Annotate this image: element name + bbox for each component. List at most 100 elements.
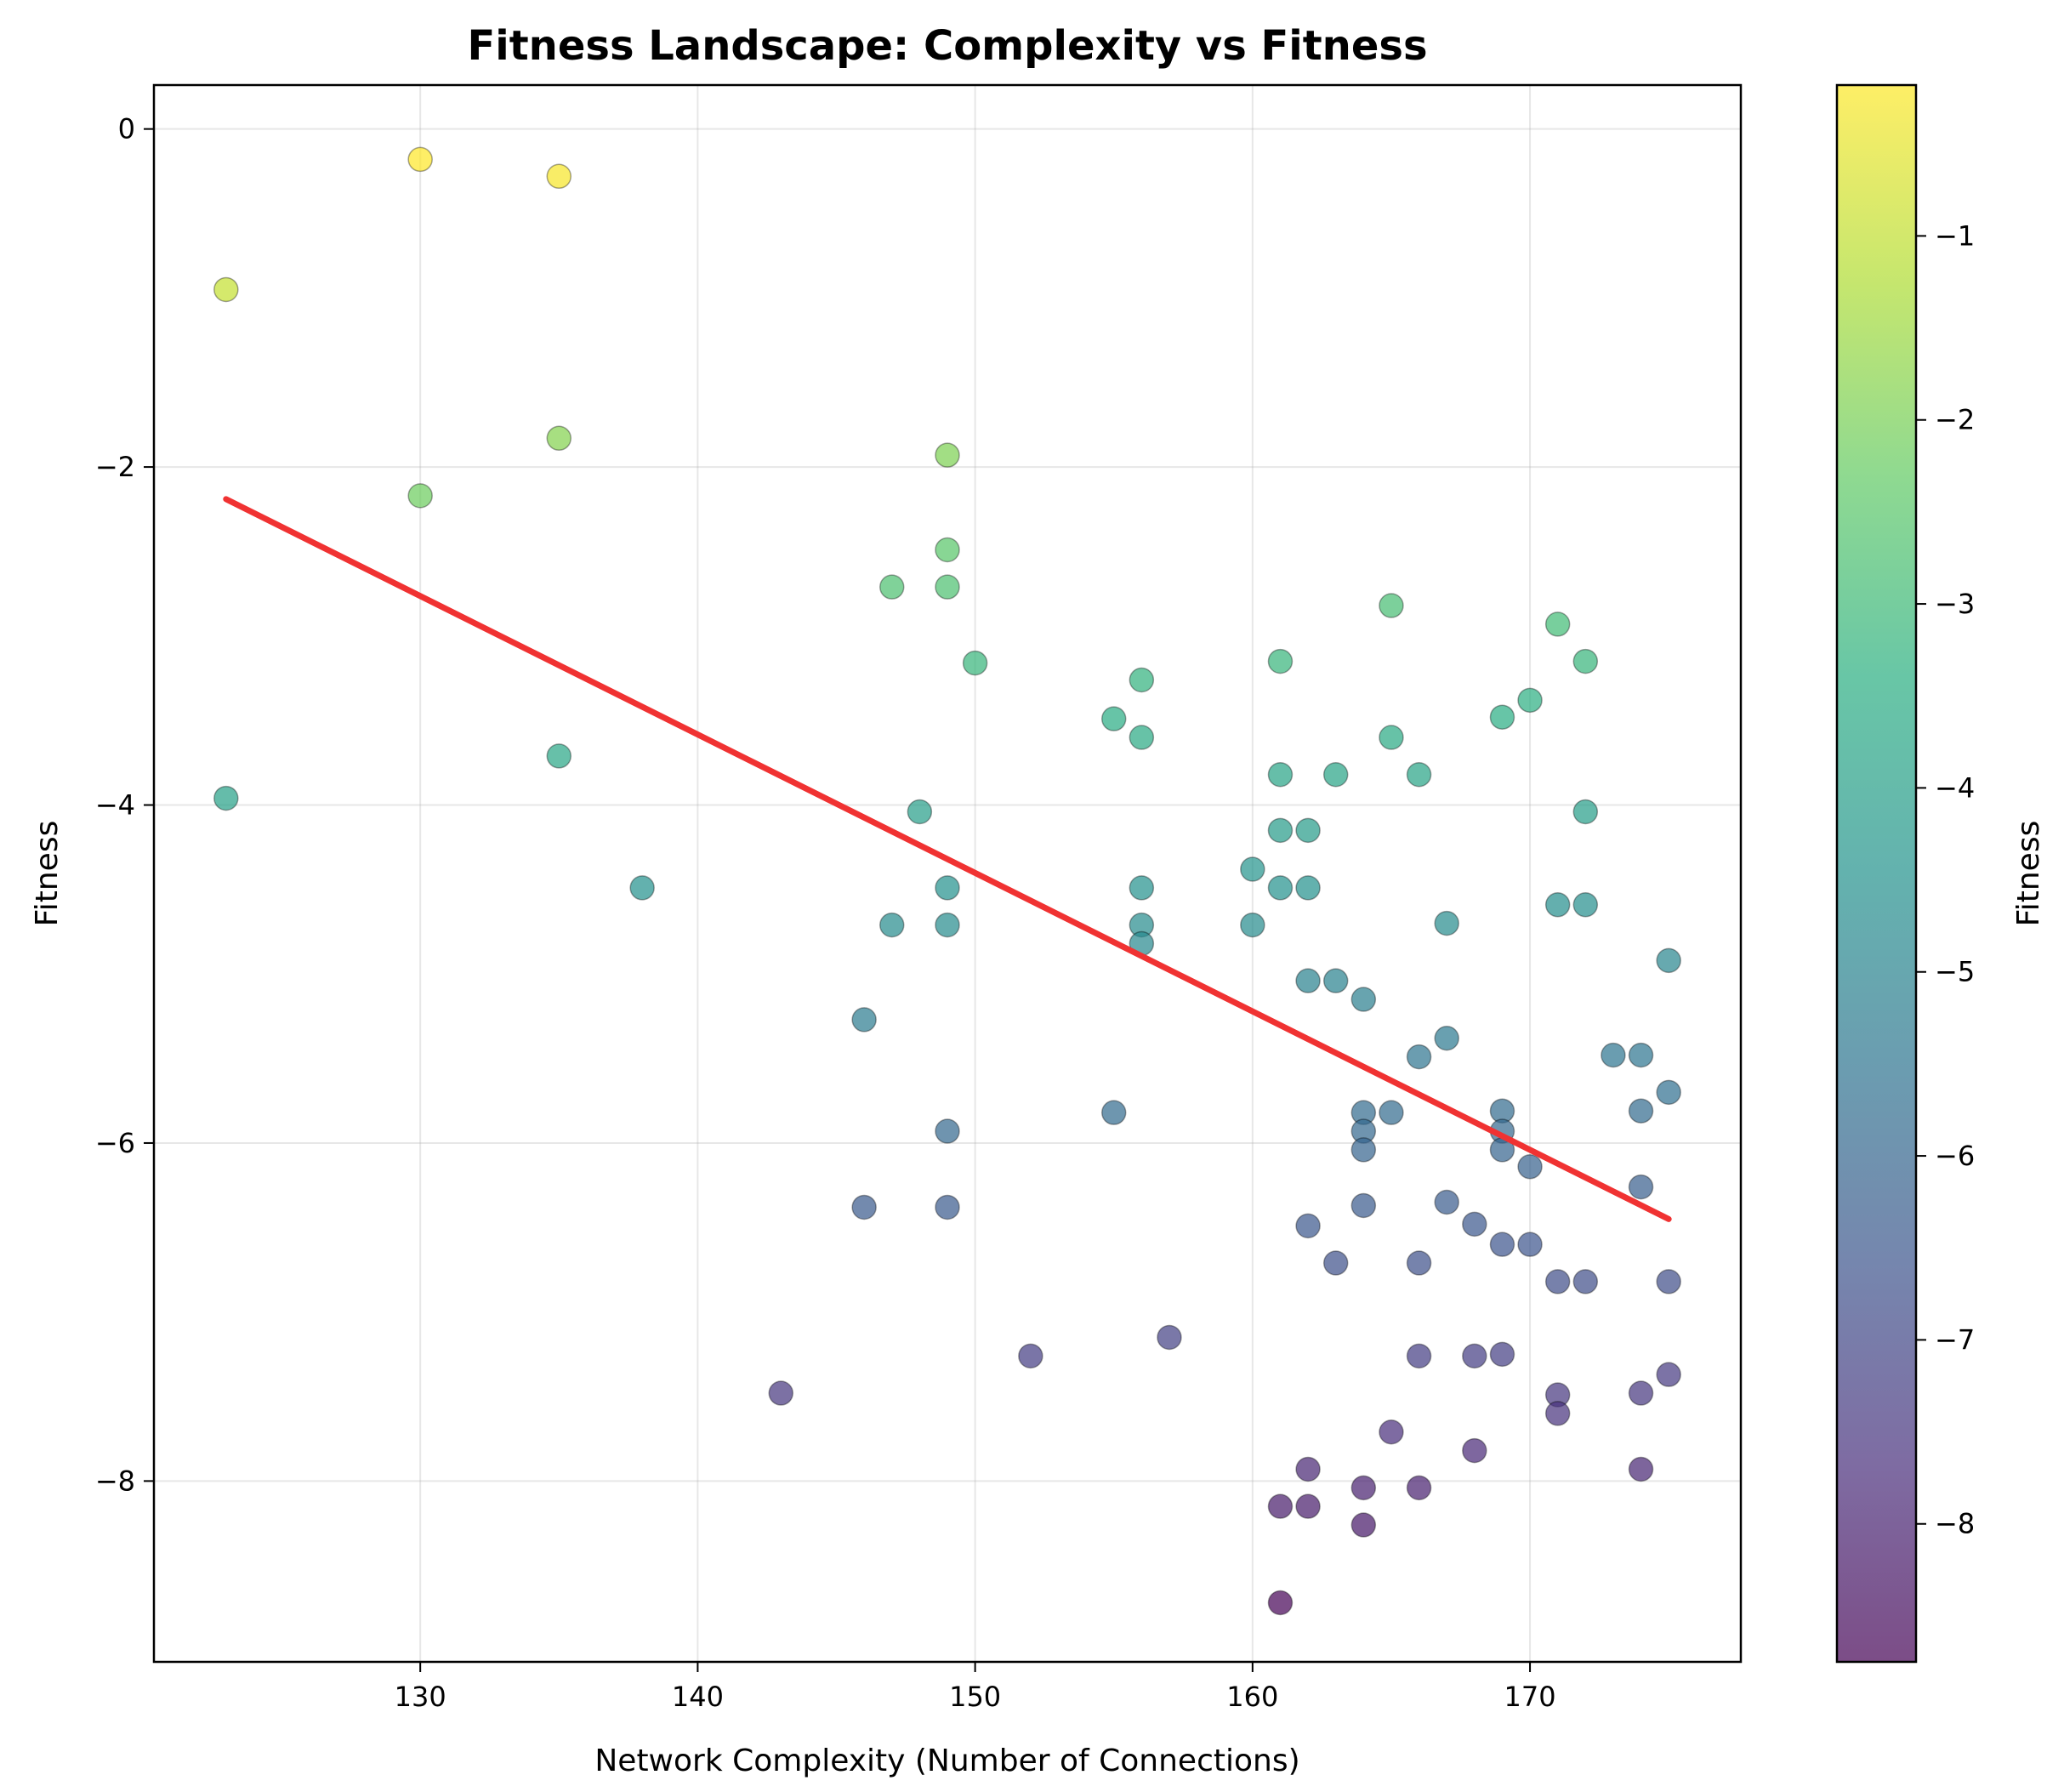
colorbar-tick-label: −2 <box>1935 404 1975 436</box>
scatter-point <box>1462 1437 1487 1464</box>
x-axis-ticks: 130 140 150 160 170 <box>395 1662 1556 1713</box>
y-axis-label: Fitness <box>30 821 65 927</box>
y-tick-label: −4 <box>95 789 135 822</box>
grid <box>154 85 1741 1662</box>
scatter-point <box>1628 1174 1654 1200</box>
y-tick-label: −6 <box>95 1127 135 1159</box>
scatter-point <box>768 1380 794 1406</box>
colorbar-tick-label: −3 <box>1935 588 1975 620</box>
scatter-point <box>1322 762 1349 788</box>
scatter-point <box>1350 987 1377 1012</box>
scatter-point <box>1406 1250 1432 1276</box>
scatter-point <box>1129 725 1155 750</box>
scatter-point <box>1628 1098 1654 1124</box>
scatter-point <box>1018 1343 1043 1369</box>
scatter-point <box>1379 593 1404 618</box>
scatter-point <box>1544 1269 1571 1294</box>
scatter-point <box>1295 817 1321 844</box>
scatter-point <box>935 442 960 468</box>
scatter-point <box>1572 892 1599 918</box>
scatter-point <box>1656 1362 1681 1387</box>
scatter-point <box>1489 704 1515 730</box>
scatter-point <box>407 146 433 173</box>
scatter-point <box>1544 612 1571 637</box>
colorbar <box>1837 85 1916 1662</box>
scatter-point <box>1544 1401 1571 1426</box>
scatter-point <box>935 574 960 600</box>
scatter-point <box>1267 817 1294 844</box>
scatter-point <box>879 574 905 600</box>
scatter-point <box>1572 648 1599 674</box>
scatter-point <box>629 875 655 901</box>
scatter-point <box>1295 1213 1321 1239</box>
scatter-point <box>1157 1324 1182 1351</box>
data-points <box>213 146 1681 1616</box>
scatter-point <box>1322 1250 1349 1276</box>
y-tick-label: −2 <box>95 451 135 483</box>
x-tick-label: 160 <box>1226 1681 1278 1713</box>
x-axis-label: Network Complexity (Number of Connection… <box>594 1744 1299 1778</box>
scatter-point <box>1406 1475 1432 1501</box>
scatter-point <box>1434 1189 1459 1215</box>
scatter-point <box>1295 1493 1321 1519</box>
scatter-point <box>1434 1025 1459 1051</box>
x-tick-label: 170 <box>1504 1681 1556 1713</box>
scatter-point <box>935 1118 960 1144</box>
scatter-point <box>1601 1042 1626 1068</box>
scatter-point <box>1517 1232 1543 1257</box>
colorbar-tick-label: −8 <box>1935 1508 1975 1540</box>
scatter-point <box>546 743 572 769</box>
y-tick-label: 0 <box>118 113 135 145</box>
scatter-point <box>1628 1380 1654 1406</box>
y-axis-ticks: 0 −2 −4 −6 −8 <box>95 113 154 1497</box>
colorbar-tick-label: −6 <box>1935 1140 1975 1172</box>
scatter-point <box>935 1194 960 1220</box>
scatter-point <box>1656 947 1681 974</box>
scatter-point <box>935 875 960 901</box>
scatter-point <box>1406 762 1432 788</box>
scatter-point <box>962 650 988 676</box>
scatter-point <box>851 1007 877 1033</box>
colorbar-ticks: −1 −2 −3 −4 −5 −6 −7 −8 <box>1916 219 1975 1540</box>
scatter-point <box>1295 1456 1321 1482</box>
trend-line <box>223 496 1672 1222</box>
scatter-point <box>1350 1192 1377 1219</box>
scatter-point <box>1267 1590 1294 1616</box>
scatter-point <box>1267 762 1294 788</box>
scatter-point <box>1628 1456 1654 1482</box>
scatter-point <box>1379 725 1404 750</box>
scatter-point <box>1517 1154 1543 1180</box>
x-tick-label: 140 <box>672 1681 724 1713</box>
scatter-point <box>546 425 572 452</box>
scatter-point <box>213 785 239 811</box>
scatter-point <box>1267 648 1294 674</box>
scatter-point <box>1489 1341 1515 1368</box>
scatter-point <box>1100 706 1127 731</box>
scatter-point <box>1267 1493 1294 1519</box>
scatter-point <box>1406 1343 1432 1369</box>
scatter-point <box>1350 1512 1377 1538</box>
scatter-point <box>935 912 960 938</box>
scatter-point <box>1489 1232 1515 1257</box>
scatter-point <box>1240 856 1265 882</box>
scatter-point <box>1572 799 1599 825</box>
scatter-point <box>935 537 960 563</box>
scatter-point <box>1656 1269 1681 1294</box>
scatter-point <box>1544 892 1571 918</box>
scatter-point <box>1322 968 1349 993</box>
scatter-point <box>1295 968 1321 993</box>
plot-area-frame <box>152 83 1743 1664</box>
scatter-point <box>1295 875 1321 901</box>
colorbar-tick-label: −5 <box>1935 956 1975 988</box>
colorbar-tick-label: −1 <box>1935 219 1975 252</box>
colorbar-tick-label: −4 <box>1935 771 1975 804</box>
scatter-point <box>1656 1079 1681 1106</box>
scatter-point <box>1462 1343 1487 1369</box>
scatter-point <box>1572 1269 1599 1294</box>
scatter-point <box>851 1194 877 1220</box>
scatter-point <box>407 483 433 509</box>
scatter-point <box>1129 875 1155 901</box>
trend-line-layer <box>223 496 1672 1222</box>
colorbar-tick-label: −7 <box>1935 1323 1975 1356</box>
